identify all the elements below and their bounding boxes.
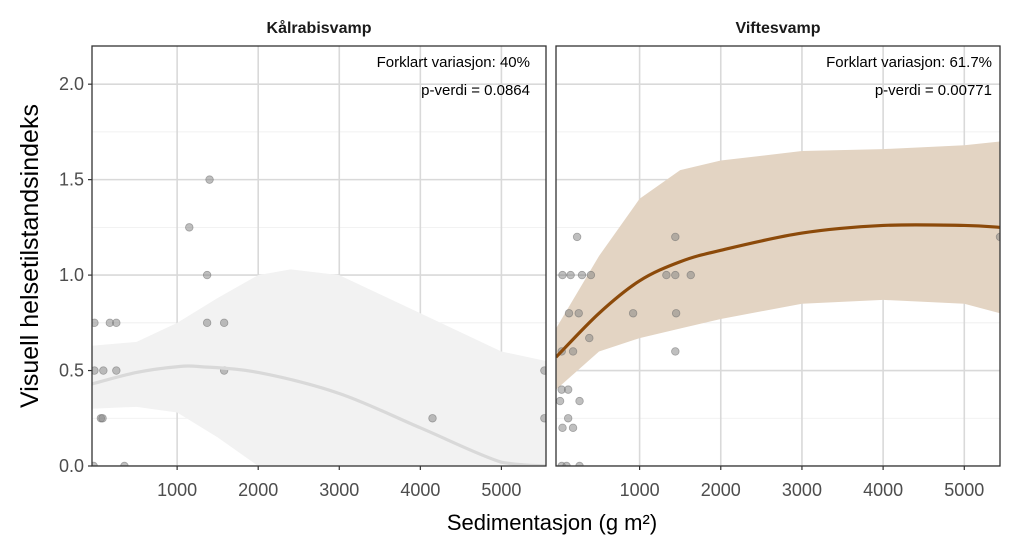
data-point [98,414,107,423]
annotation-pvalue-2: p-verdi = 0.00771 [875,82,992,99]
data-point [92,366,99,375]
data-point [585,333,594,343]
annotation-variance-1: Forklart variasjon: 40% [377,54,530,71]
data-point [671,270,680,280]
x-tick-label: 5000 [944,480,984,500]
x-tick-label: 1000 [620,480,660,500]
data-point [995,232,1000,242]
data-point [574,309,583,318]
fit-line [92,364,546,466]
data-point [92,318,99,328]
data-point [577,270,587,280]
data-point [219,318,229,328]
data-point [671,347,680,356]
data-point [564,309,574,318]
data-point [558,423,567,433]
y-tick-label: 2.0 [59,74,84,94]
annotation-pvalue-1: p-verdi = 0.0864 [421,82,530,99]
x-tick-label: 3000 [782,480,822,500]
data-point [662,270,671,280]
data-point [205,175,214,184]
x-tick-label: 5000 [481,480,521,500]
data-point [92,461,98,466]
x-tick-label: 1000 [157,480,197,500]
data-point [628,309,638,318]
data-point [671,232,680,242]
data-point [686,270,695,280]
x-axis-title: Sedimentasjon (g m²) [447,510,657,535]
y-tick-label: 0.5 [59,361,84,381]
y-tick-label: 0.0 [59,456,84,476]
data-point [120,461,129,466]
data-point [202,270,212,280]
data-point [563,385,573,394]
data-point [566,270,575,280]
data-point [202,318,212,328]
data-point [112,366,121,375]
data-point [112,318,121,328]
x-tick-label: 2000 [701,480,741,500]
fit-line [556,223,1000,359]
data-point [558,270,567,280]
data-point [428,414,437,423]
plot-area [92,46,546,466]
annotation-variance-2: Forklart variasjon: 61.7% [826,54,992,71]
data-point [575,396,584,406]
data-point [671,309,681,318]
data-point [556,396,565,406]
data-point [586,270,596,280]
data-point [572,232,582,242]
panel-title-2: Viftesvamp [735,20,820,37]
x-tick-label: 4000 [400,480,440,500]
data-point [575,461,584,466]
y-tick-label: 1.0 [59,265,84,285]
x-tick-label: 2000 [238,480,278,500]
panel-title-1: Kålrabisvamp [267,19,372,37]
panel-2: 1000 2000 3000 4000 5000 [555,45,1001,500]
y-axis-title: Visuell helsetilstandsindeks [16,104,44,408]
y-tick-label: 1.5 [59,170,84,190]
data-point [99,366,108,375]
panel-border [91,45,547,467]
panel-border [555,45,1001,467]
data-point [568,347,578,356]
panel-1: 1000 2000 3000 4000 5000 0.0 0.5 1.0 1.5 2.0 [59,45,547,500]
confidence-band [556,141,1000,390]
plot-area [556,46,1000,466]
data-point [568,423,578,433]
x-tick-label: 4000 [863,480,903,500]
x-tick-label: 3000 [319,480,359,500]
data-point [563,414,573,423]
data-point [540,366,546,375]
data-point [540,414,546,423]
data-point [562,461,571,466]
data-point [185,223,194,232]
